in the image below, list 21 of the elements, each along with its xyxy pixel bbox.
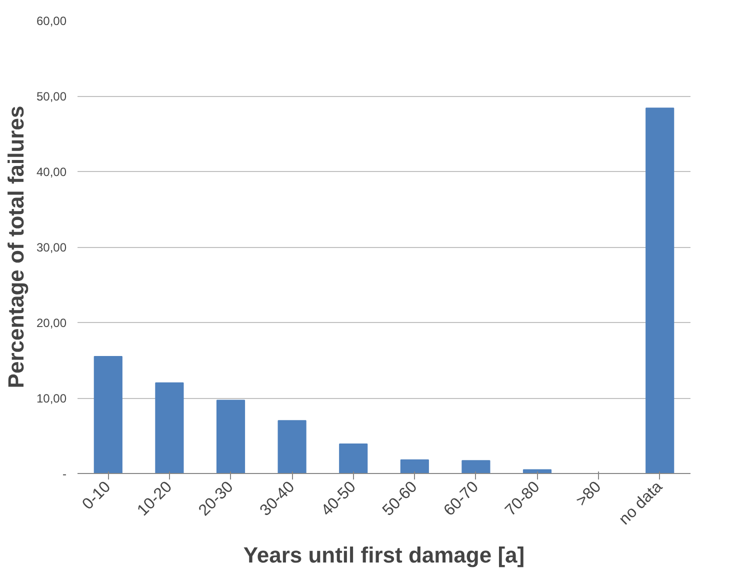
bar — [646, 108, 674, 474]
bar — [400, 459, 429, 474]
x-tick-label: no data — [616, 478, 666, 528]
bar — [462, 460, 490, 474]
x-axis-title: Years until first damage [a] — [243, 542, 525, 568]
x-tick-label: >80 — [573, 478, 605, 510]
y-tick-label: 10,00 — [36, 392, 67, 406]
bar — [339, 444, 368, 474]
bar — [522, 469, 552, 474]
y-axis-title: Percentage of total failures — [3, 106, 28, 388]
bar — [94, 356, 122, 474]
bar — [155, 382, 184, 474]
y-tick-label: 50,00 — [36, 90, 67, 104]
y-tick-label: 20,00 — [36, 316, 67, 330]
y-tick-label: - — [62, 467, 67, 481]
y-tick-label: 40,00 — [36, 165, 67, 179]
y-tick-label: 60,00 — [36, 14, 67, 28]
bar — [216, 400, 246, 474]
x-tick-label: 0-10 — [79, 478, 114, 514]
bar — [278, 420, 306, 474]
y-tick-label: 30,00 — [36, 240, 67, 254]
